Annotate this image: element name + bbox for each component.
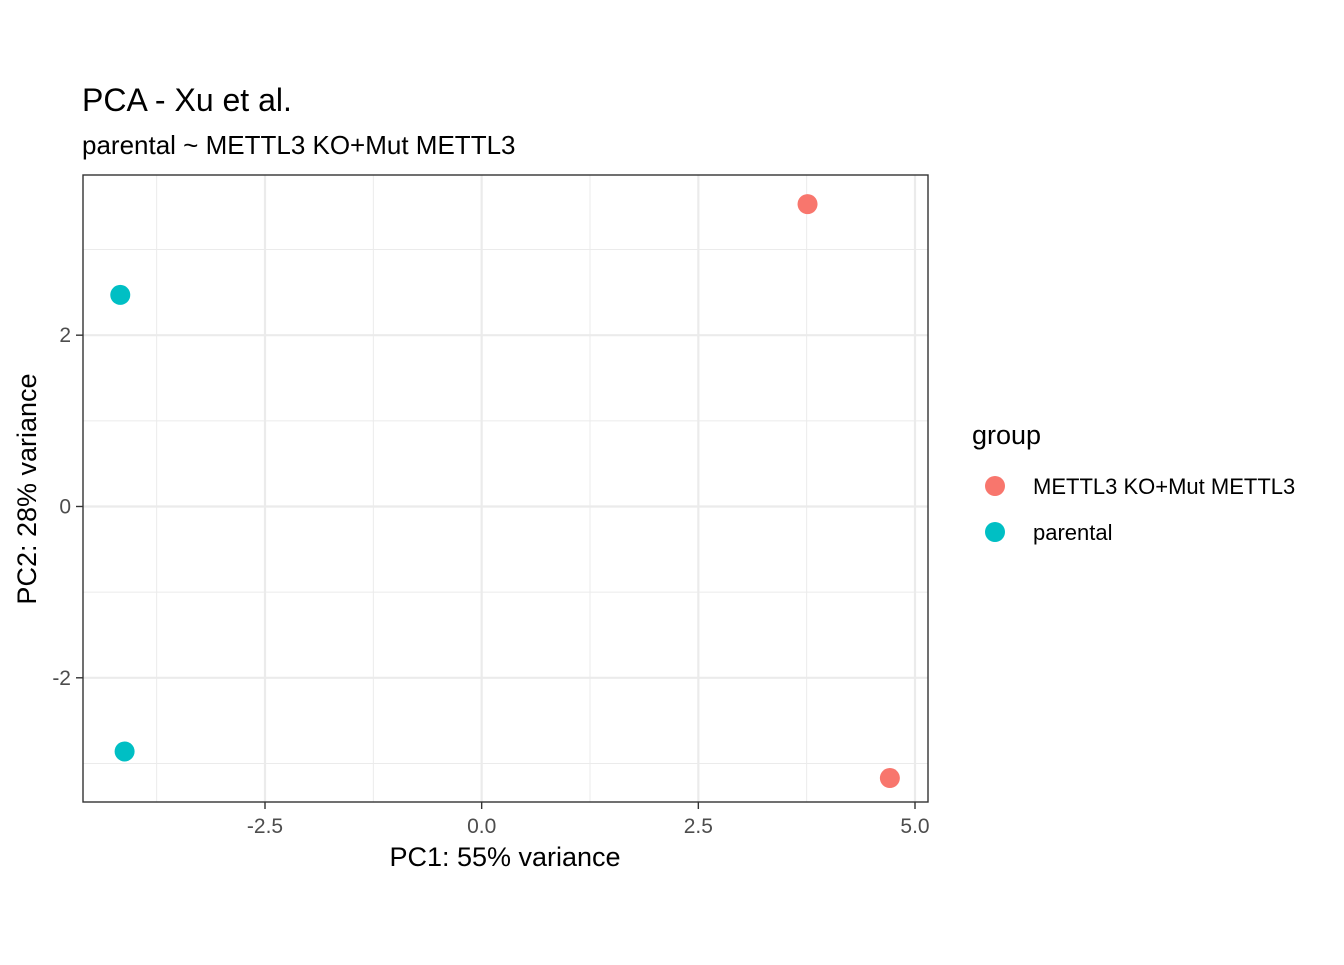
data-point <box>114 741 135 762</box>
legend-key-1 <box>985 522 1005 542</box>
y-tick-label: 2 <box>59 324 71 347</box>
y-tick-label: 0 <box>59 495 71 518</box>
legend-title: group <box>972 420 1041 450</box>
grid-major <box>83 175 928 802</box>
data-points <box>110 194 900 789</box>
data-point <box>879 768 900 789</box>
data-point <box>797 194 818 215</box>
legend-label-0: METTL3 KO+Mut METTL3 <box>1033 474 1295 499</box>
panel-border <box>82 174 929 803</box>
plot-panel <box>82 174 929 803</box>
legend-key-0 <box>985 476 1005 496</box>
y-axis-title: PC2: 28% variance <box>12 373 42 604</box>
x-axis: -2.5 0.0 2.5 5.0 <box>247 802 930 838</box>
panel-background <box>83 175 928 802</box>
x-tick-label: -2.5 <box>247 815 283 838</box>
legend: group METTL3 KO+Mut METTL3 parental <box>972 420 1295 545</box>
grid-minor <box>83 175 928 802</box>
legend-entries: METTL3 KO+Mut METTL3 parental <box>985 474 1295 545</box>
y-tick-label: -2 <box>52 667 71 690</box>
legend-label-1: parental <box>1033 520 1113 545</box>
y-axis: -2 0 2 <box>52 324 83 690</box>
x-axis-title: PC1: 55% variance <box>389 842 620 872</box>
x-tick-label: 0.0 <box>467 815 496 838</box>
data-point <box>110 284 131 305</box>
x-tick-label: 2.5 <box>684 815 713 838</box>
x-tick-label: 5.0 <box>900 815 929 838</box>
chart-title: PCA - Xu et al. <box>82 82 292 118</box>
chart-subtitle: parental ~ METTL3 KO+Mut METTL3 <box>82 130 516 160</box>
